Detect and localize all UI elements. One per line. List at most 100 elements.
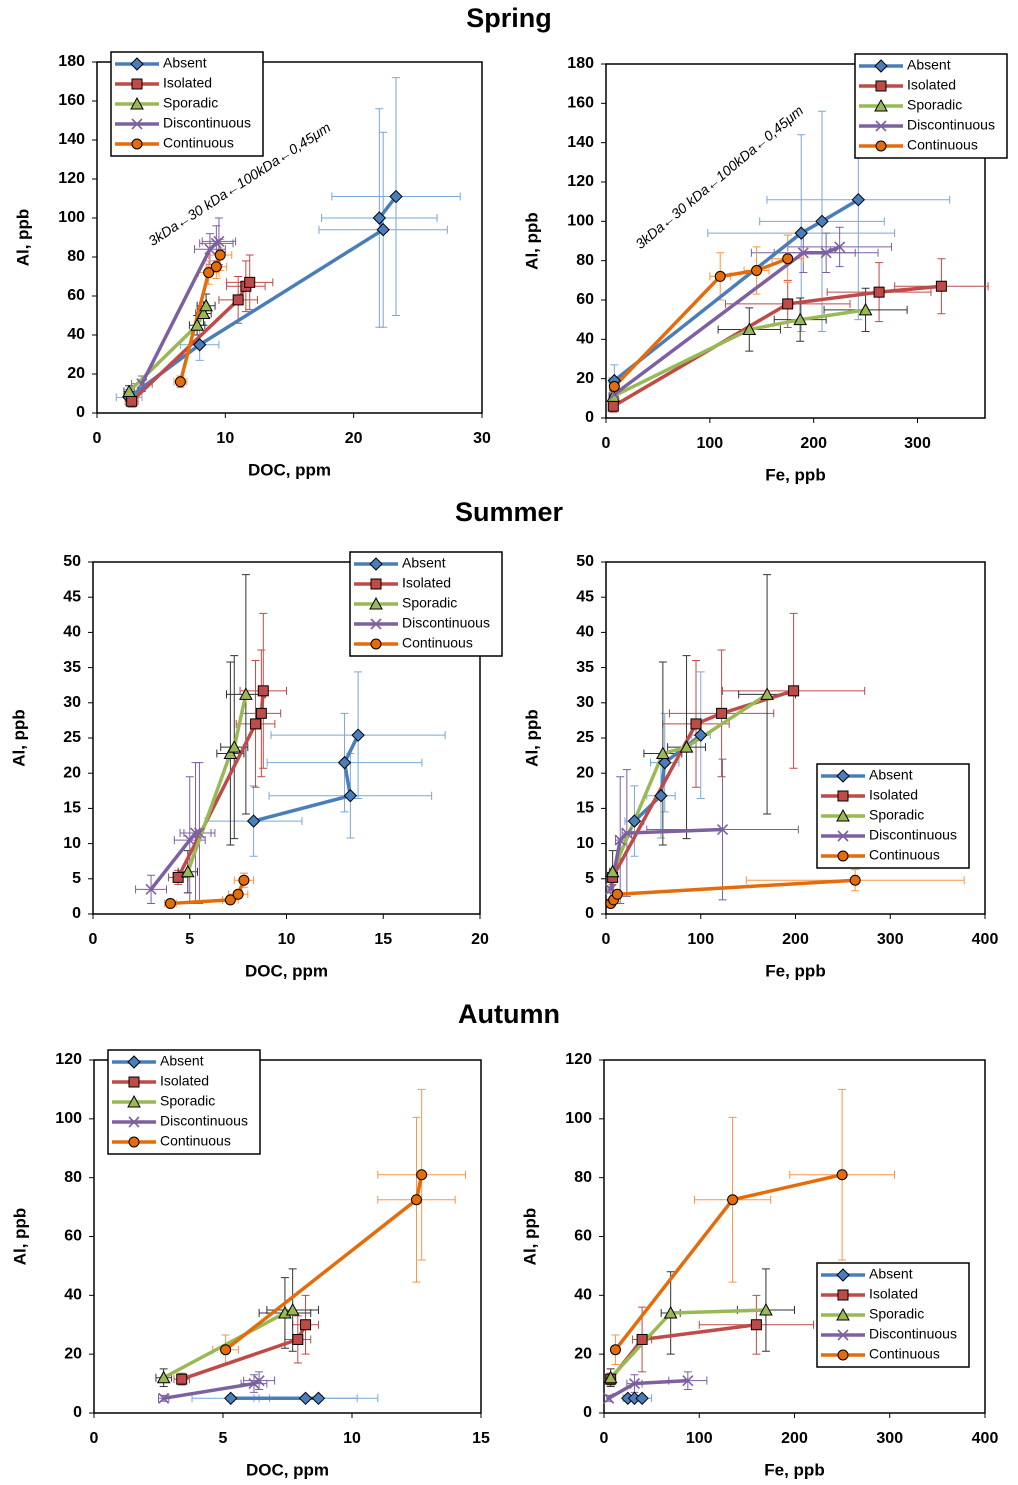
y-tick-label: 100 (567, 213, 594, 230)
marker (127, 1055, 141, 1069)
y-tick-label: 50 (576, 553, 594, 570)
legend-label: Sporadic (163, 95, 218, 111)
marker (136, 378, 148, 390)
y-tick-label: 10 (63, 835, 81, 852)
marker (750, 1319, 762, 1331)
x-tick-label: 5 (219, 1430, 228, 1447)
y-tick-label: 60 (67, 287, 85, 304)
marker (605, 864, 620, 878)
y-tick-label: 80 (67, 248, 85, 265)
marker (213, 235, 225, 247)
series-line (253, 734, 360, 823)
marker (411, 1194, 422, 1206)
marker (300, 1319, 312, 1331)
annotation: 3kDa←30 kDa←100kDa←0,45μm (632, 102, 806, 252)
series-line (613, 257, 789, 388)
marker (836, 808, 850, 822)
x-tick-label: 5 (185, 931, 194, 948)
marker (875, 120, 887, 132)
y-axis-label: Al, ppb (522, 212, 541, 270)
y-tick-label: 25 (63, 729, 81, 746)
marker (156, 1370, 171, 1384)
marker (935, 280, 947, 292)
y-tick-label: 10 (576, 835, 594, 852)
legend-label: Absent (907, 57, 951, 73)
x-tick-label: 400 (972, 1430, 999, 1447)
marker (389, 189, 403, 204)
x-axis-label: Fe, ppb (764, 1460, 824, 1479)
marker (834, 241, 846, 253)
y-tick-label: 40 (576, 624, 594, 641)
marker (343, 789, 358, 803)
marker (214, 249, 226, 261)
marker (874, 98, 888, 112)
legend-label: Discontinuous (163, 115, 251, 131)
marker (292, 1333, 304, 1345)
x-tick-label: 10 (278, 931, 296, 948)
season-heading: Spring (466, 3, 552, 33)
y-tick-label: 0 (72, 905, 81, 922)
marker (858, 302, 873, 316)
marker (603, 1370, 618, 1384)
series-line (611, 689, 795, 879)
marker (716, 823, 729, 836)
legend-label: Isolated (402, 575, 451, 591)
marker (788, 685, 800, 697)
marker (244, 276, 256, 288)
marker (836, 1307, 850, 1321)
marker (663, 1305, 678, 1319)
y-axis-label: Al, ppb (522, 709, 541, 767)
marker (636, 1333, 648, 1345)
legend-label: Sporadic (869, 807, 924, 823)
y-tick-label: 40 (576, 331, 594, 348)
marker (760, 687, 774, 700)
marker (145, 883, 157, 895)
marker (203, 267, 215, 279)
marker (682, 1375, 694, 1387)
x-tick-label: 0 (602, 435, 611, 452)
marker (246, 814, 261, 828)
y-tick-label: 20 (64, 1345, 82, 1362)
x-tick-label: 0 (93, 430, 102, 447)
marker (837, 1289, 849, 1301)
y-tick-label: 120 (565, 1051, 592, 1068)
y-tick-label: 180 (58, 53, 85, 70)
y-tick-label: 100 (55, 1110, 82, 1127)
marker (126, 395, 138, 407)
marker (369, 557, 383, 571)
x-tick-label: 200 (782, 931, 809, 948)
x-tick-label: 400 (972, 931, 999, 948)
marker (224, 1391, 238, 1405)
legend-label: Isolated (907, 77, 956, 93)
y-tick-label: 120 (58, 170, 85, 187)
y-tick-label: 40 (67, 326, 85, 343)
x-tick-label: 0 (90, 1430, 99, 1447)
x-tick-label: 100 (686, 1430, 713, 1447)
legend-label: Sporadic (907, 97, 962, 113)
legend: Absent Isolated Sporadic Discontinuous Conti… (110, 51, 264, 157)
series-line (140, 240, 220, 385)
legend-label: Sporadic (869, 1306, 924, 1322)
series-line (612, 308, 866, 398)
marker (815, 214, 829, 229)
y-axis-label: Al, ppb (13, 209, 32, 267)
y-tick-label: 15 (63, 800, 81, 817)
legend-label: Sporadic (402, 595, 457, 611)
marker (627, 814, 642, 828)
marker (635, 1391, 649, 1405)
marker (184, 834, 196, 846)
y-tick-label: 60 (576, 291, 594, 308)
marker (874, 59, 888, 73)
marker (130, 57, 144, 71)
marker (239, 687, 253, 700)
marker (654, 789, 668, 803)
y-tick-label: 80 (64, 1169, 82, 1186)
marker (131, 138, 143, 150)
marker (370, 638, 382, 650)
series-line (162, 1308, 294, 1380)
series-line (609, 1308, 766, 1379)
legend-label: Absent (869, 767, 913, 783)
series-line (181, 1323, 308, 1381)
marker (127, 1094, 141, 1108)
